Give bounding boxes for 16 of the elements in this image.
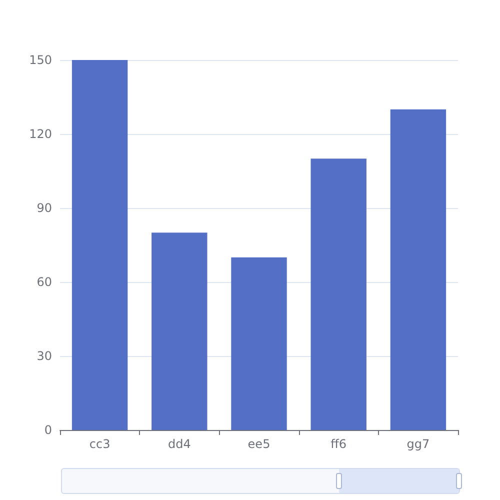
x-tick-label: gg7 [406, 437, 430, 451]
x-tick-label: dd4 [168, 437, 191, 451]
y-tick-label: 60 [36, 275, 52, 289]
bar [231, 257, 287, 430]
bar [310, 158, 366, 430]
y-tick-label: 30 [36, 349, 52, 363]
y-tick-label: 120 [29, 127, 52, 141]
y-tick-label: 0 [44, 423, 52, 437]
bar [72, 60, 128, 430]
bar [152, 232, 208, 430]
x-tick-label: cc3 [89, 437, 110, 451]
bar [390, 109, 446, 430]
x-tick-label: ff6 [330, 437, 347, 451]
y-tick-label: 90 [36, 201, 52, 215]
x-tick-label: ee5 [248, 437, 270, 451]
y-tick-label: 150 [29, 53, 52, 67]
